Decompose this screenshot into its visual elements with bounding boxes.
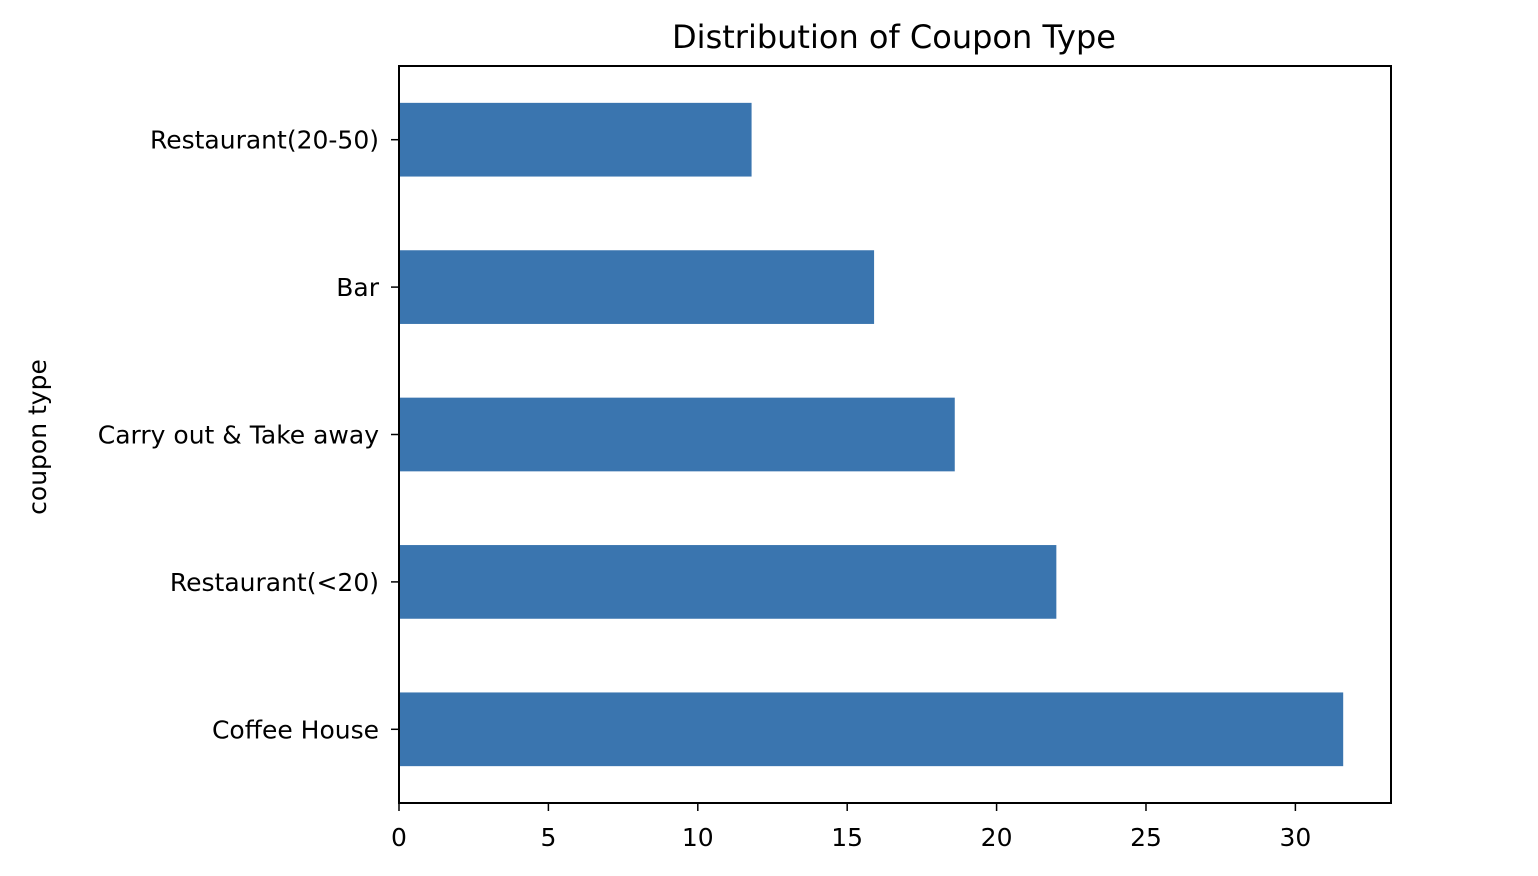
- bar-restaurant-20: [399, 545, 1057, 619]
- ticks-layer: Coffee House Restaurant(<20) Carry out & T…: [98, 126, 1312, 852]
- chart-title: Distribution of Coupon Type: [672, 18, 1116, 56]
- plot-frame: [398, 65, 1392, 804]
- x-tick-label: 25: [1130, 823, 1162, 852]
- bars-layer: [399, 102, 1344, 767]
- y-tick-label: Restaurant(20-50): [150, 126, 379, 155]
- y-tick-label: Restaurant(<20): [170, 568, 379, 597]
- x-tick-label: 20: [981, 823, 1013, 852]
- x-tick-label: 5: [540, 823, 556, 852]
- bar-coffee-house: [399, 692, 1344, 767]
- y-axis-label: coupon type: [23, 359, 52, 515]
- bar-carry-out-take-away: [399, 397, 955, 472]
- y-tick-label: Bar: [336, 273, 379, 302]
- y-tick-label: Coffee House: [212, 715, 379, 744]
- x-tick-label: 30: [1279, 823, 1311, 852]
- x-tick-label: 10: [682, 823, 714, 852]
- x-tick-label: 15: [831, 823, 863, 852]
- y-tick-label: Carry out & Take away: [98, 421, 379, 450]
- x-tick-label: 0: [391, 823, 407, 852]
- bar-restaurant-20-50: [399, 102, 752, 177]
- bar-bar: [399, 250, 875, 324]
